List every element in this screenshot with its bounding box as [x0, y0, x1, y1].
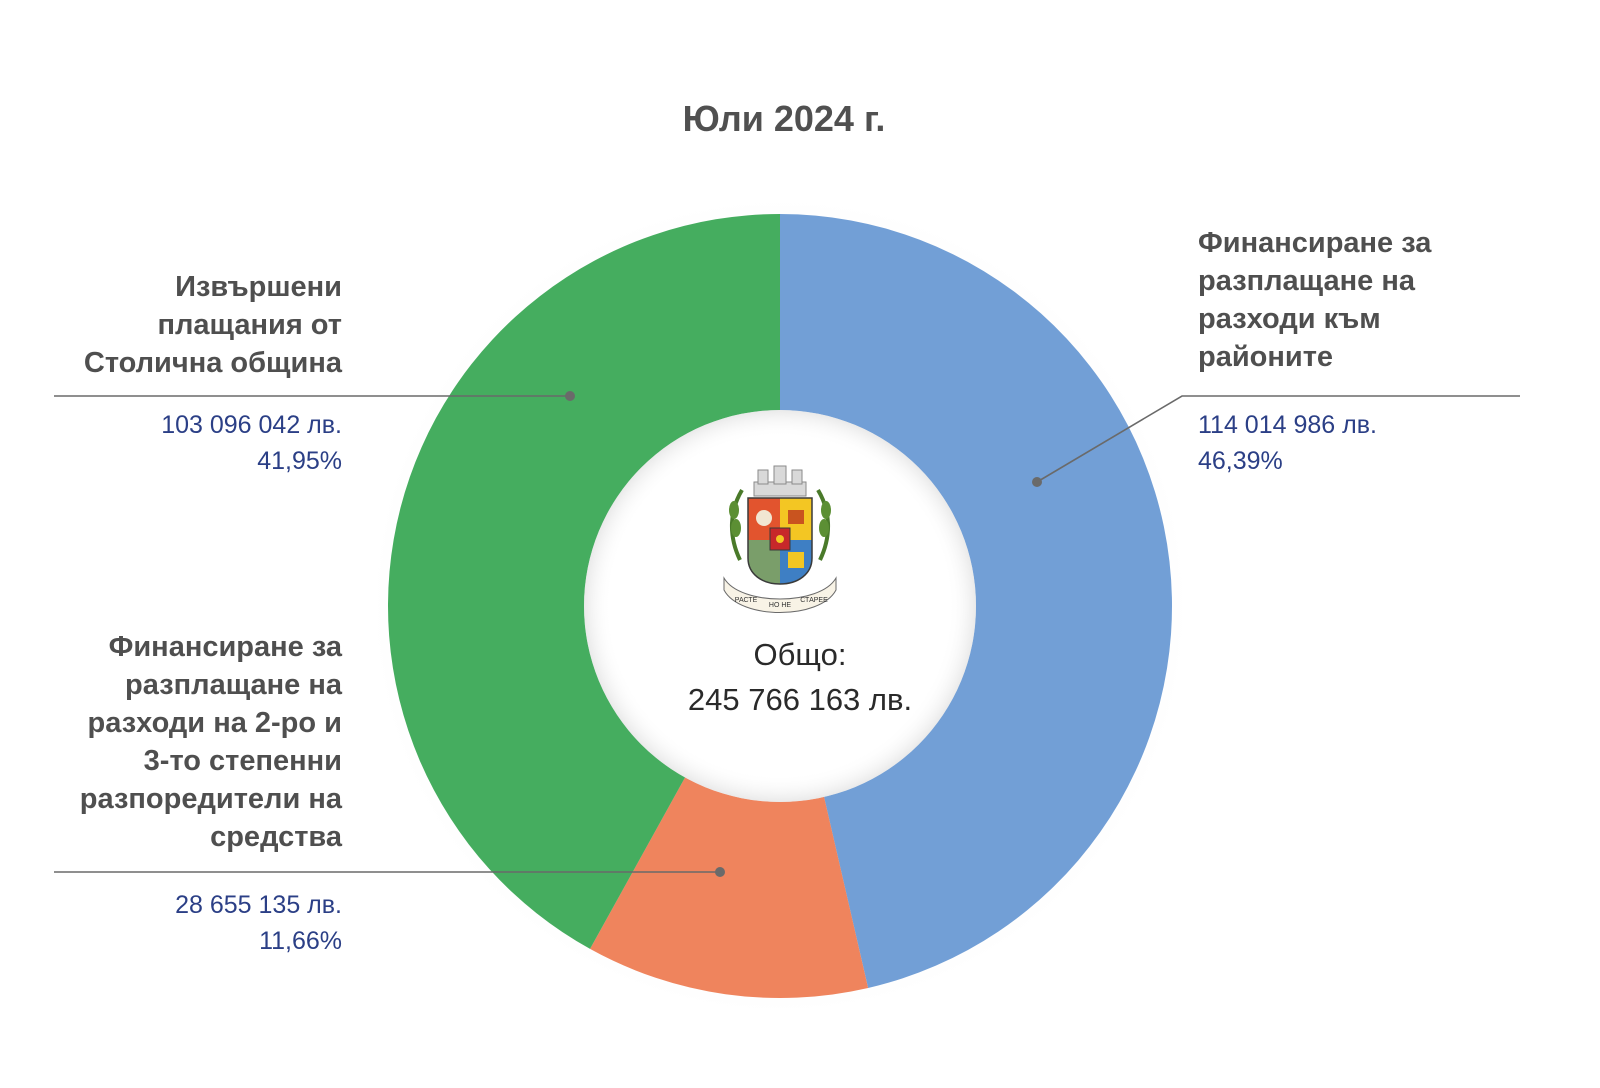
value-districts: 114 014 986 лв. 46,39%: [1198, 407, 1377, 479]
leader-line-districts: [1036, 395, 1520, 483]
label-municipality-line: плащания от: [157, 309, 342, 341]
label-districts-line: районите: [1198, 341, 1334, 373]
value-municipality: 103 096 042 лв. 41,95%: [161, 407, 342, 479]
label-districts-line: разходи към: [1198, 303, 1381, 335]
chart-title: Юли 2024 г.: [682, 98, 886, 139]
label-municipality: Извършени плащания от Столична община: [84, 268, 342, 382]
center-total: Общо: 245 766 163 лв.: [600, 632, 1000, 722]
label-districts: Финансиране за разплащане на разходи към…: [1198, 224, 1431, 376]
total-value: 245 766 163 лв.: [687, 682, 913, 717]
leader-dots: [565, 391, 1042, 877]
percent-secondary: 11,66%: [259, 927, 342, 955]
label-districts-line: разплащане на: [1198, 265, 1415, 297]
sofia-coat-of-arms-icon: РАСТЕ НО НЕ СТАРЕЕ: [723, 465, 837, 613]
leader-dot-municipality: [565, 391, 575, 401]
label-secondary-line: разпоредители на: [79, 783, 342, 815]
amount-municipality: 103 096 042 лв.: [161, 411, 342, 439]
percent-districts: 46,39%: [1198, 447, 1283, 475]
motto-left: РАСТЕ: [735, 597, 758, 604]
label-secondary-line: разходи на 2-ро и: [87, 707, 342, 739]
slice-districts: [780, 214, 1173, 988]
label-secondary: Финансиране за разплащане на разходи на …: [80, 628, 342, 856]
motto-mid: НО НЕ: [769, 602, 792, 609]
leader-dot-secondary: [715, 867, 725, 877]
leader-dot-districts: [1032, 477, 1042, 487]
label-secondary-line: Финансиране за: [108, 631, 342, 663]
value-secondary: 28 655 135 лв. 11,66%: [175, 887, 342, 959]
label-secondary-line: разплащане на: [125, 669, 342, 701]
percent-municipality: 41,95%: [257, 447, 342, 475]
leader-lines: [54, 395, 1520, 873]
label-municipality-line: Столична община: [83, 347, 342, 379]
label-municipality-line: Извършени: [175, 271, 342, 303]
label-secondary-line: 3-то степенни: [143, 745, 342, 777]
label-districts-line: Финансиране за: [1198, 227, 1432, 259]
amount-secondary: 28 655 135 лв.: [175, 891, 342, 919]
amount-districts: 114 014 986 лв.: [1198, 411, 1377, 439]
motto-right: СТАРЕЕ: [800, 597, 828, 604]
label-secondary-line: средства: [210, 821, 342, 853]
total-label: Общо:: [753, 637, 847, 672]
